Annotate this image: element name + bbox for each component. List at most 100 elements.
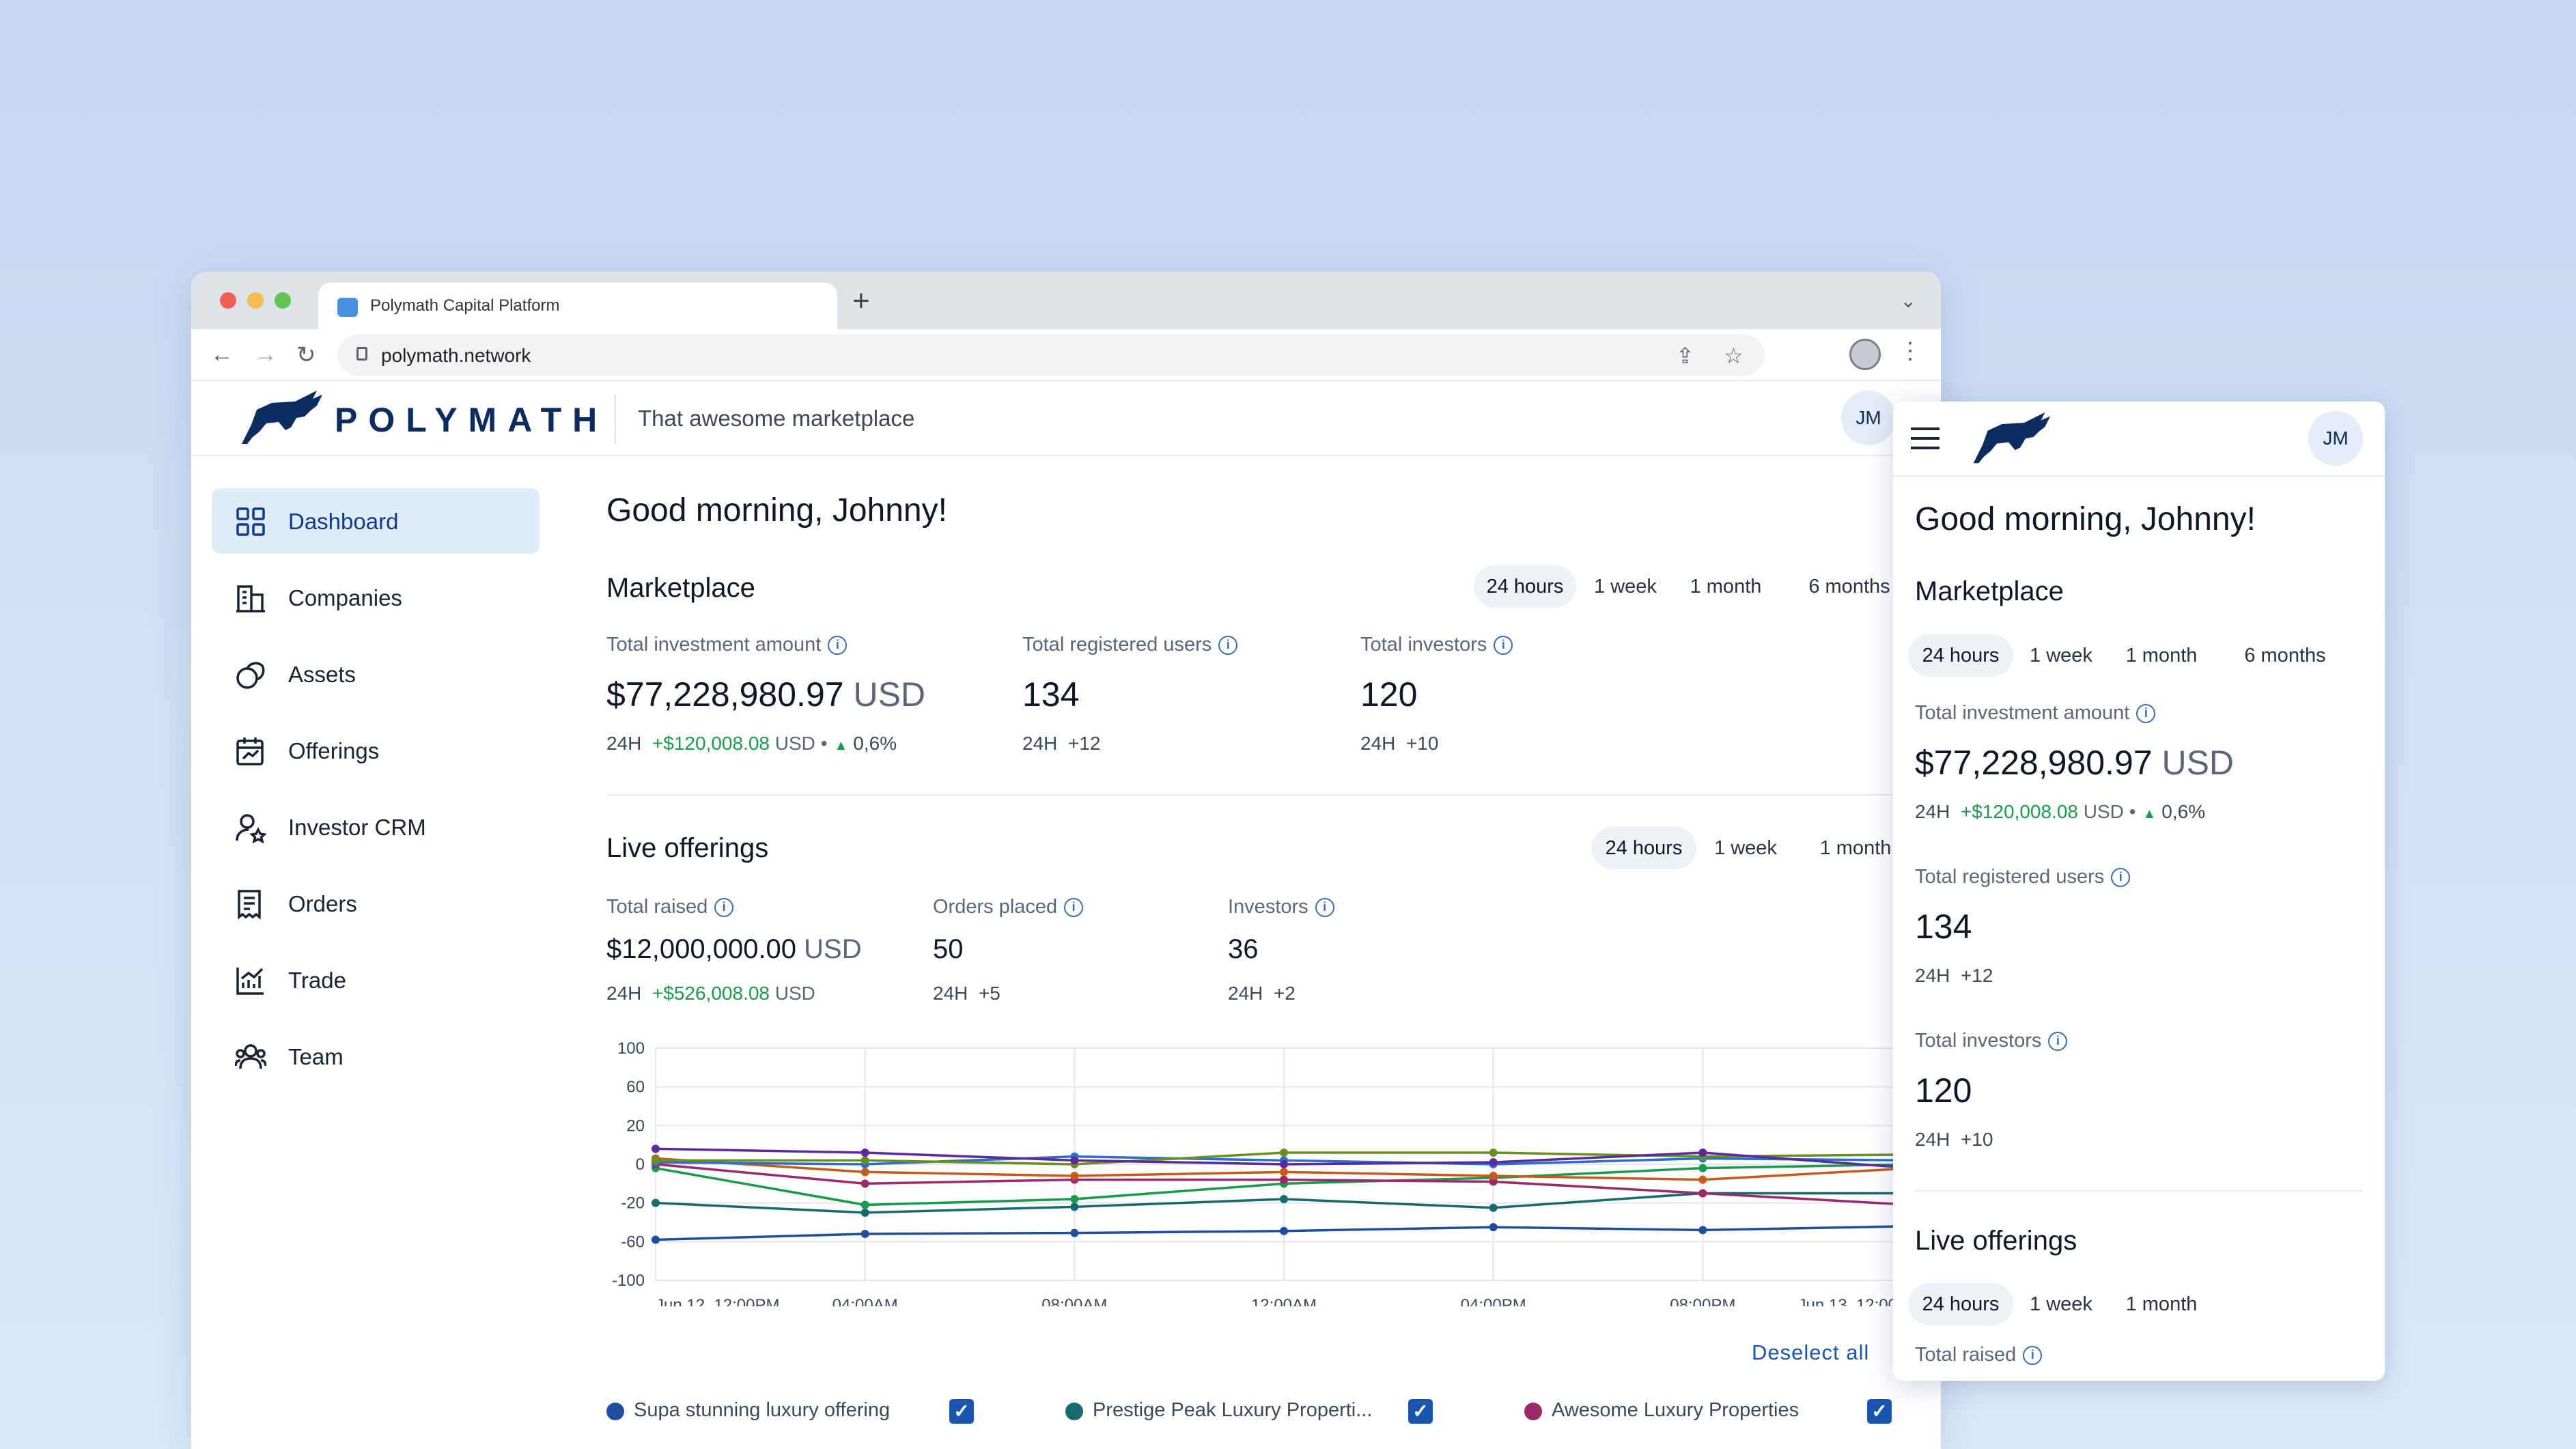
star-icon[interactable]: ☆ [1724,343,1744,368]
investment-change: 24H +$120,008.08 USD • ▲ 0,6% [606,733,897,754]
sidebar-item-trade[interactable]: Trade [212,947,540,1013]
sidebar-item-orders[interactable]: Orders [212,871,540,936]
data-point [652,1235,660,1244]
range-1-week[interactable]: 1 week [2030,645,2092,666]
user-avatar[interactable]: JM [2308,411,2363,466]
info-icon[interactable]: i [714,898,734,918]
data-point [1489,1177,1498,1186]
info-icon[interactable]: i [1064,898,1084,918]
live-investors-label: Investors i [1228,896,1334,918]
orders-change: 24H +5 [933,983,1000,1004]
range-6-months[interactable]: 6 months [2244,645,2326,666]
info-icon[interactable]: i [2023,1346,2043,1366]
sidebar-item-companies[interactable]: Companies [212,565,540,630]
data-point [652,1144,660,1153]
legend-checkbox[interactable]: ✓ [949,1399,974,1424]
range-1-week[interactable]: 1 week [1594,576,1657,597]
x-tick-label: 04:00PM [1461,1296,1526,1306]
x-tick-label: 12:00AM [1251,1296,1317,1306]
section-divider [606,794,1918,796]
info-icon[interactable]: i [1315,898,1334,918]
y-tick-label: -60 [621,1233,645,1251]
info-icon[interactable]: i [1218,636,1238,656]
url-text: polymath.network [381,345,531,366]
marketplace-title: Marketplace [1915,576,2064,606]
x-tick-label: 08:00AM [1041,1296,1107,1306]
maximize-window-button[interactable] [275,292,291,309]
sidebar-item-investor-crm[interactable]: Investor CRM [212,794,540,860]
info-icon[interactable]: i [1494,636,1513,656]
reload-icon[interactable]: ↻ [296,342,316,368]
info-icon[interactable]: i [2136,704,2156,724]
trend-up-icon: ▲ [834,738,848,753]
team-icon [235,1044,266,1069]
tab-title: Polymath Capital Platform [370,296,560,315]
chevron-down-icon[interactable]: ⌄ [1900,290,1916,311]
range-6-months[interactable]: 6 months [1808,576,1890,597]
live-range-24-hours[interactable]: 24 hours [1908,1283,2013,1325]
more-menu-icon[interactable]: ⋮ [1899,338,1922,364]
deselect-all-button[interactable]: Deselect all [1752,1340,1870,1364]
y-tick-label: -20 [621,1194,645,1213]
sidebar-item-label: Companies [288,585,402,610]
live-offerings-chart: 100 60 20 0 -20 -60 -100 Jun 12, 12:00PM 04:00AM… [612,1039,1922,1306]
live-investors-value: 36 [1228,934,1259,964]
calendar-icon [236,737,264,765]
data-point [1070,1228,1079,1237]
mobile-view: JM Good morning, Johnny! Marketplace 24 … [1893,402,2385,1381]
sidebar-item-dashboard[interactable]: Dashboard [212,488,540,554]
data-point [1280,1149,1288,1157]
legend-dot [1065,1403,1083,1420]
sidebar-item-label: Dashboard [288,509,399,534]
legend-dot [606,1403,624,1420]
url-input[interactable]: polymath.network ⇪ ☆ [337,335,1765,376]
tagline: That awesome marketplace [638,406,915,431]
greeting: Good morning, Johnny! [606,492,947,529]
sidebar-item-team[interactable]: Team [212,1024,540,1089]
info-icon[interactable]: i [2048,1032,2068,1052]
range-1-month[interactable]: 1 month [1690,576,1762,597]
forward-icon[interactable]: → [254,341,277,367]
x-tick-label: Jun 12, 12:00PM [656,1296,779,1306]
minimize-window-button[interactable] [247,292,264,309]
live-range-24-hours[interactable]: 24 hours [1591,827,1696,869]
raised-label: Total raised i [1915,1344,2043,1366]
data-point [860,1208,869,1217]
data-point [1280,1226,1288,1235]
y-tick-label: 60 [626,1078,645,1097]
range-1-month[interactable]: 1 month [2125,645,2198,666]
data-point [1698,1149,1707,1157]
address-bar: ← → ↻ polymath.network ⇪ ☆ ⋮ [191,329,1941,381]
user-avatar[interactable]: JM [1841,391,1896,445]
info-icon[interactable]: i [828,636,848,656]
investment-label: Total investment amount i [606,634,848,656]
close-window-button[interactable] [220,292,236,309]
range-24-hours[interactable]: 24 hours [1474,565,1576,608]
live-range-1-week[interactable]: 1 week [1714,837,1777,859]
info-icon[interactable]: i [2111,868,2131,888]
raised-value: $12,000,000.00 USD [606,934,862,964]
live-range-1-month[interactable]: 1 month [1819,837,1892,859]
sidebar-item-offerings[interactable]: Offerings [212,718,540,783]
raised-label: Total raised i [606,896,734,918]
investors-value: 120 [1915,1071,1972,1110]
investment-label: Total investment amount i [1915,702,2156,724]
back-icon[interactable]: ← [210,341,234,367]
data-point [1698,1189,1707,1198]
live-range-1-month[interactable]: 1 month [2125,1293,2198,1315]
sidebar-item-label: Offerings [288,738,380,763]
range-24-hours[interactable]: 24 hours [1908,634,2013,677]
share-icon[interactable]: ⇪ [1676,343,1694,368]
data-point [1070,1202,1079,1211]
live-range-1-week[interactable]: 1 week [2030,1293,2092,1315]
profile-icon[interactable] [1849,339,1881,370]
legend-checkbox[interactable]: ✓ [1867,1399,1892,1424]
data-point [860,1168,869,1177]
legend-checkbox[interactable]: ✓ [1408,1399,1433,1424]
hamburger-icon[interactable] [1911,427,1940,449]
browser-tab[interactable]: Polymath Capital Platform [318,283,837,329]
sidebar-item-assets[interactable]: Assets [212,641,540,707]
sidebar-item-label: Investor CRM [288,815,426,840]
new-tab-button[interactable]: + [852,284,870,318]
data-point [1280,1195,1288,1203]
